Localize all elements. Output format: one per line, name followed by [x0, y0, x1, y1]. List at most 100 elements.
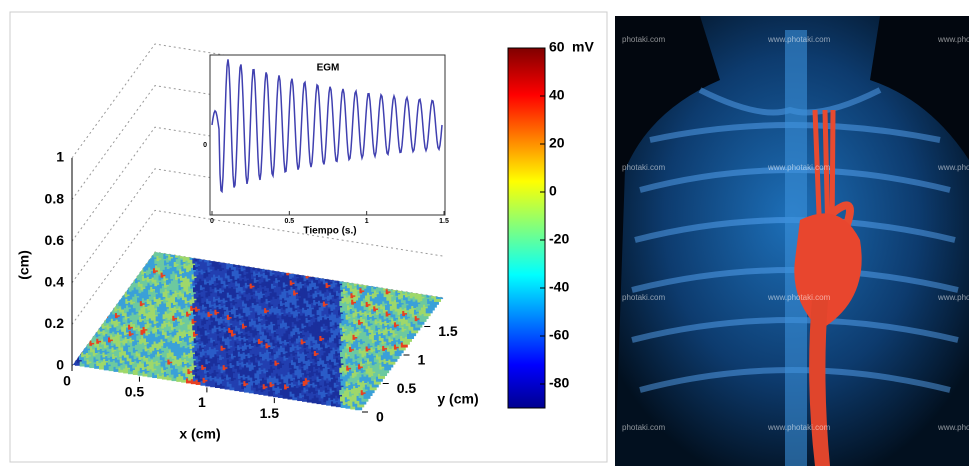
- surface-cell: [374, 363, 382, 369]
- surface-cell: [346, 327, 354, 333]
- surface-cell: [213, 296, 221, 302]
- surface-cell: [223, 327, 231, 333]
- surface-cell: [290, 309, 298, 315]
- surface-cell: [307, 337, 315, 343]
- surface-cell: [305, 340, 313, 346]
- surface-cell: [249, 328, 257, 334]
- surface-cell: [302, 292, 310, 298]
- surface-cell: [303, 342, 311, 348]
- x-tick-label: 0: [63, 373, 71, 389]
- surface-cell: [256, 303, 264, 309]
- surface-cell: [331, 401, 338, 407]
- surface-cell: [328, 308, 336, 314]
- surface-cell: [253, 300, 261, 306]
- surface-cell: [387, 330, 395, 336]
- surface-cell: [354, 309, 362, 315]
- surface-cell: [328, 286, 336, 292]
- surface-cell: [344, 352, 352, 358]
- surface-cell: [264, 314, 272, 320]
- surface-cell: [168, 321, 176, 327]
- surface-cell: [162, 269, 170, 275]
- surface-cell: [267, 384, 275, 390]
- surface-cell: [135, 306, 143, 312]
- surface-cell: [188, 286, 196, 292]
- surface-cell: [182, 301, 190, 307]
- surface-cell: [279, 390, 287, 396]
- surface-cell: [294, 392, 302, 398]
- surface-cell: [357, 291, 365, 297]
- surface-cell: [318, 396, 326, 402]
- surface-cell: [307, 315, 315, 321]
- surface-cell: [382, 301, 390, 307]
- surface-cell: [210, 315, 218, 321]
- surface-cell: [199, 329, 207, 335]
- surface-cell: [174, 335, 182, 341]
- surface-cell: [149, 324, 157, 330]
- surface-cell: [414, 316, 422, 322]
- surface-cell: [361, 352, 369, 358]
- surface-cell: [194, 373, 202, 379]
- surface-cell: [181, 266, 189, 272]
- surface-cell: [211, 372, 219, 378]
- surface-cell: [239, 282, 247, 288]
- surface-cell: [93, 335, 101, 341]
- surface-cell: [268, 353, 276, 359]
- surface-cell: [297, 373, 305, 379]
- surface-cell: [351, 350, 359, 356]
- surface-cell: [264, 359, 272, 365]
- surface-cell: [185, 305, 193, 311]
- surface-cell: [275, 367, 283, 373]
- surface-cell: [197, 332, 205, 338]
- surface-cell: [289, 273, 297, 279]
- surface-cell: [259, 380, 267, 386]
- surface-cell: [362, 298, 370, 304]
- surface-cell: [251, 274, 259, 280]
- surface-cell: [378, 335, 386, 341]
- surface-cell: [129, 293, 137, 299]
- surface-cell: [276, 313, 284, 319]
- surface-cell: [408, 302, 416, 308]
- surface-cell: [195, 306, 203, 312]
- surface-cell: [168, 254, 176, 260]
- surface-cell: [237, 345, 245, 351]
- surface-cell: [226, 359, 234, 365]
- surface-cell: [302, 358, 310, 364]
- surface-cell: [295, 383, 303, 389]
- surface-cell: [163, 298, 171, 304]
- surface-cell: [274, 338, 282, 344]
- surface-cell: [357, 364, 365, 370]
- surface-cell: [324, 381, 332, 387]
- surface-cell: [188, 359, 196, 365]
- surface-cell: [244, 305, 252, 311]
- surface-cell: [135, 351, 143, 357]
- surface-cell: [192, 347, 200, 353]
- surface-cell: [340, 329, 348, 335]
- surface-cell: [259, 291, 267, 297]
- surface-cell: [322, 346, 330, 352]
- surface-cell: [393, 338, 401, 344]
- surface-cell: [183, 285, 191, 291]
- surface-cell: [284, 384, 292, 390]
- surface-cell: [176, 376, 184, 382]
- surface-cell: [150, 293, 158, 299]
- surface-cell: [214, 287, 222, 293]
- surface-cell: [366, 359, 374, 365]
- colorbar-unit: mV: [572, 39, 594, 55]
- surface-cell: [270, 277, 278, 283]
- surface-cell: [198, 339, 206, 345]
- surface-cell: [312, 360, 320, 366]
- surface-cell: [238, 380, 246, 386]
- surface: [72, 252, 444, 411]
- surface-cell: [106, 346, 114, 352]
- surface-cell: [308, 372, 316, 378]
- surface-cell: [204, 301, 212, 307]
- surface-cell: [322, 361, 330, 367]
- surface-cell: [317, 345, 325, 351]
- surface-cell: [107, 330, 115, 336]
- surface-cell: [385, 289, 393, 295]
- surface-cell: [257, 383, 265, 389]
- surface-cell: [236, 271, 244, 277]
- surface-cell: [239, 386, 247, 392]
- surface-cell: [297, 284, 305, 290]
- surface-cell: [354, 287, 362, 293]
